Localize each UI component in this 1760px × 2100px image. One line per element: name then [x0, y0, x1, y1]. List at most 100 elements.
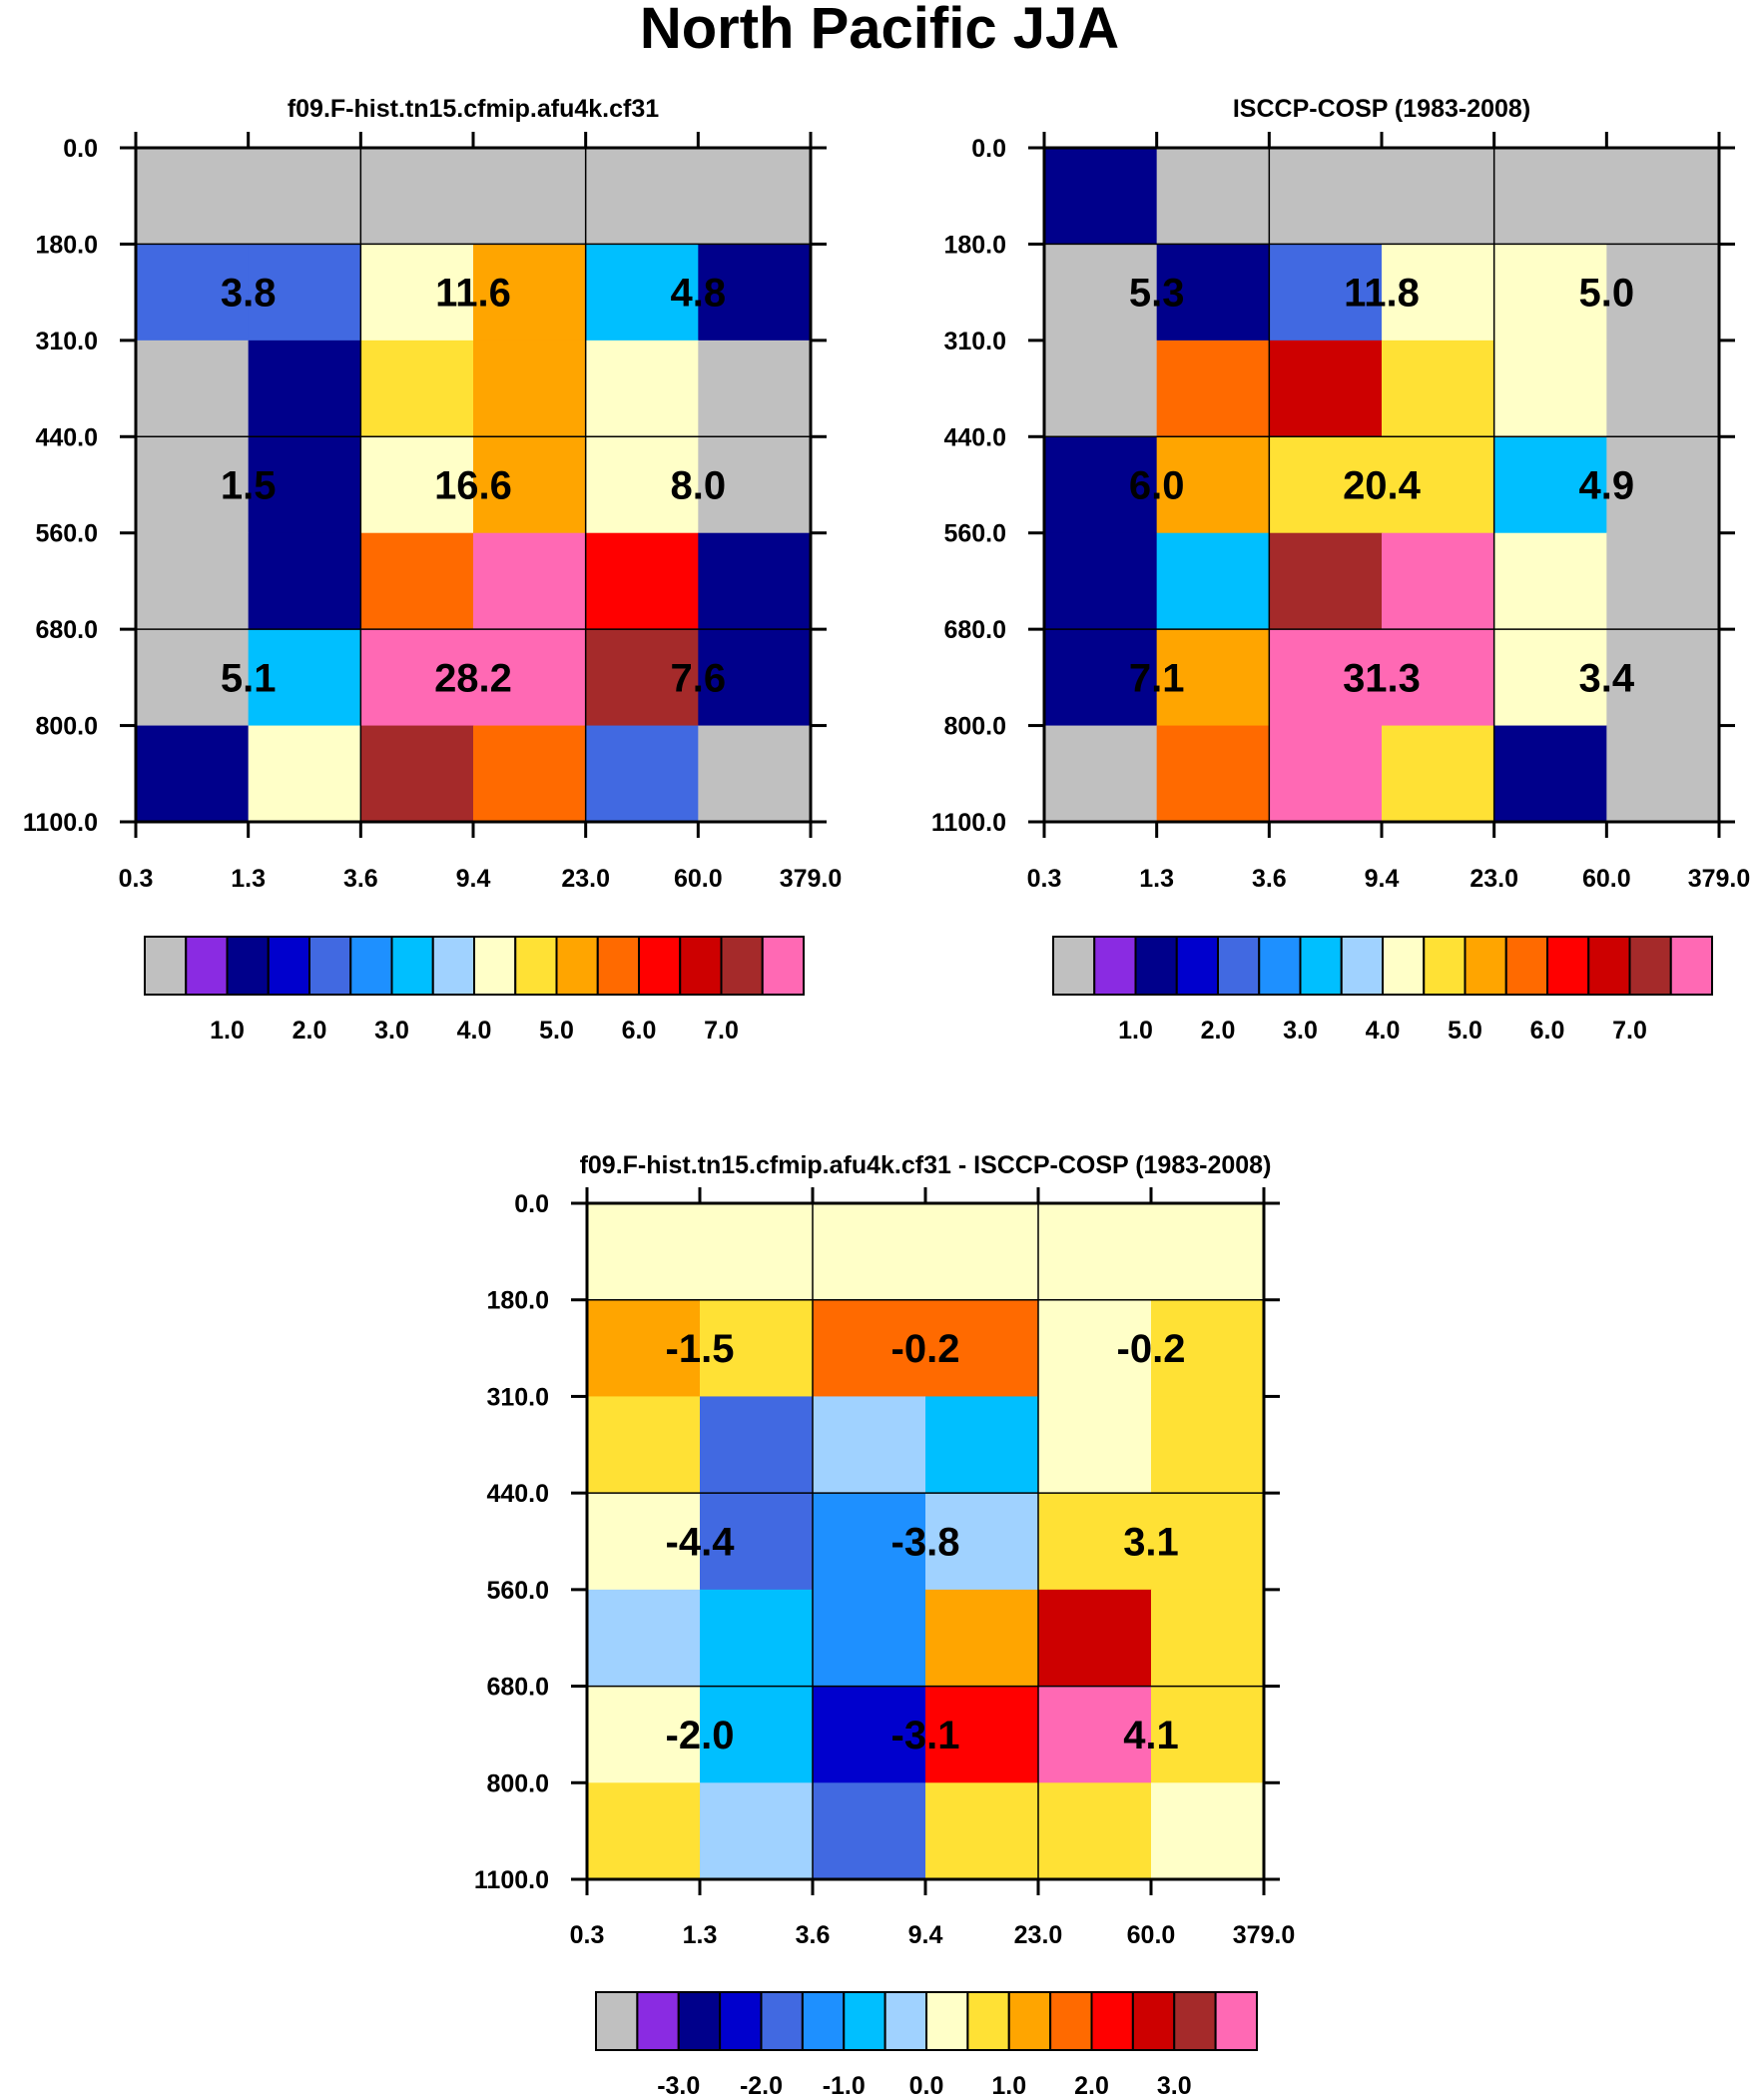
heatmap-cell [698, 436, 812, 534]
group-value-label: 5.3 [1129, 272, 1185, 316]
y-tick-label: 1100.0 [474, 1866, 549, 1894]
colorbar-tick-label: 6.0 [622, 1017, 657, 1045]
group-value-label: 5.0 [1579, 272, 1635, 316]
colorbar-swatch [1423, 936, 1467, 996]
heatmap-cell [473, 436, 587, 534]
x-tick-label: 9.4 [456, 865, 491, 893]
y-tick-label: 310.0 [486, 1383, 549, 1411]
y-tick-label: 680.0 [35, 616, 98, 644]
heatmap-cell [1038, 1493, 1152, 1591]
heatmap-cell [925, 1686, 1039, 1783]
colorbar-tick-label: 0.0 [909, 2072, 944, 2100]
colorbar-swatch [1340, 936, 1384, 996]
heatmap-cell [136, 148, 250, 246]
y-tick-label: 440.0 [943, 423, 1006, 451]
panel-title: f09.F-hist.tn15.cfmip.afu4k.cf31 [288, 95, 659, 123]
heatmap-cell [587, 1203, 701, 1301]
colorbar-swatch [1090, 1991, 1134, 2051]
colorbar-tick-label: 3.0 [1157, 2072, 1192, 2100]
heatmap-cell [813, 1686, 926, 1783]
heatmap-cell [1606, 244, 1720, 342]
main-title: North Pacific JJA [640, 0, 1119, 61]
heatmap-cell [813, 1493, 926, 1591]
heatmap-cell [1493, 148, 1607, 246]
colorbar-tick-label: 1.0 [1118, 1017, 1153, 1045]
heatmap-cells [1044, 148, 1720, 823]
heatmap-cell [700, 1782, 814, 1880]
colorbar-swatch [761, 936, 805, 996]
x-tick-label: 379.0 [780, 865, 843, 893]
colorbar-swatch [719, 1991, 763, 2051]
colorbar-tick-label: -1.0 [823, 2072, 866, 2100]
heatmap-cell [1606, 148, 1720, 246]
heatmap-cell [473, 340, 587, 437]
colorbar-swatch [349, 936, 393, 996]
colorbar-tick-label: 7.0 [1612, 1017, 1647, 1045]
group-value-label: 4.9 [1579, 464, 1635, 508]
heatmap-cell [1269, 244, 1383, 342]
heatmap-cell [925, 1589, 1039, 1688]
heatmap-cell [1151, 1203, 1265, 1301]
heatmap-cell [136, 436, 250, 534]
heatmap-cell [700, 1686, 814, 1783]
heatmap-cell [1151, 1299, 1265, 1398]
heatmap-cell [698, 629, 812, 727]
colorbar-swatch [801, 1991, 846, 2051]
heatmap-cell [700, 1299, 814, 1398]
panels: f09.F-hist.tn15.cfmip.afu4k.cf31 3.8 11.6 4… [23, 95, 1750, 2100]
x-tick-label: 0.3 [1027, 865, 1062, 893]
colorbar-swatch [1217, 936, 1261, 996]
heatmap-cell [1044, 340, 1158, 437]
panel-3: f09.F-hist.tn15.cfmip.afu4k.cf31 - ISCCP… [474, 1151, 1295, 2100]
heatmap-cell [1151, 1396, 1265, 1494]
colorbar-tick-label: 4.0 [1366, 1017, 1401, 1045]
y-tick-label: 0.0 [514, 1190, 549, 1218]
heatmap-cell [700, 1589, 814, 1688]
heatmap-cell [1156, 436, 1270, 534]
colorbar-swatch [555, 936, 599, 996]
heatmap-cell [1044, 148, 1158, 246]
colorbar-swatch [638, 936, 682, 996]
y-tick-label: 440.0 [35, 423, 98, 451]
heatmap-cell [136, 629, 250, 727]
heatmap-cell [925, 1299, 1039, 1398]
colorbar-swatch [679, 936, 723, 996]
heatmap-cell [1156, 148, 1270, 246]
colorbar-swatch [966, 1991, 1010, 2051]
colorbar-swatch [226, 936, 270, 996]
heatmap-cell [925, 1396, 1039, 1494]
heatmap-cell [1151, 1493, 1265, 1591]
heatmap-cell [136, 340, 250, 437]
colorbar-swatch [1052, 936, 1096, 996]
heatmap-cell [248, 148, 361, 246]
heatmap-cell [925, 1782, 1039, 1880]
heatmap-cell [1156, 629, 1270, 727]
heatmap-cell [925, 1203, 1039, 1301]
x-axis: 0.3 1.3 3.6 9.4 23.0 60.0 379.0 [119, 132, 843, 893]
heatmap-cell [360, 244, 474, 342]
heatmap-cell [1151, 1782, 1265, 1880]
colorbar-swatch [843, 1991, 886, 2051]
heatmap-cell [136, 532, 250, 630]
colorbar-tick-label: 7.0 [704, 1017, 739, 1045]
heatmap-cell [1156, 340, 1270, 437]
heatmap-cell [1493, 244, 1607, 342]
x-tick-label: 9.4 [908, 1921, 943, 1949]
colorbar-tick-label: 4.0 [457, 1017, 492, 1045]
x-tick-label: 379.0 [1233, 1921, 1296, 1949]
group-labels: 3.8 11.6 4.8 1.5 16.6 8.0 5.1 28.2 7.6 [221, 272, 726, 701]
colorbar-swatch [760, 1991, 804, 2051]
heatmap-cell [700, 1203, 814, 1301]
group-value-label: 11.8 [1344, 272, 1420, 316]
panel-title: f09.F-hist.tn15.cfmip.afu4k.cf31 - ISCCP… [580, 1151, 1272, 1179]
heatmap-cell [1493, 629, 1607, 727]
colorbar-swatch [925, 1991, 969, 2051]
group-value-label: -1.5 [666, 1327, 735, 1371]
y-tick-label: 0.0 [971, 135, 1006, 163]
heatmap-cell [585, 436, 699, 534]
group-value-label: 1.5 [221, 464, 277, 508]
heatmap-cell [587, 1299, 701, 1398]
y-tick-label: 560.0 [35, 520, 98, 548]
colorbar-swatch [1587, 936, 1631, 996]
colorbar-swatch [596, 936, 640, 996]
